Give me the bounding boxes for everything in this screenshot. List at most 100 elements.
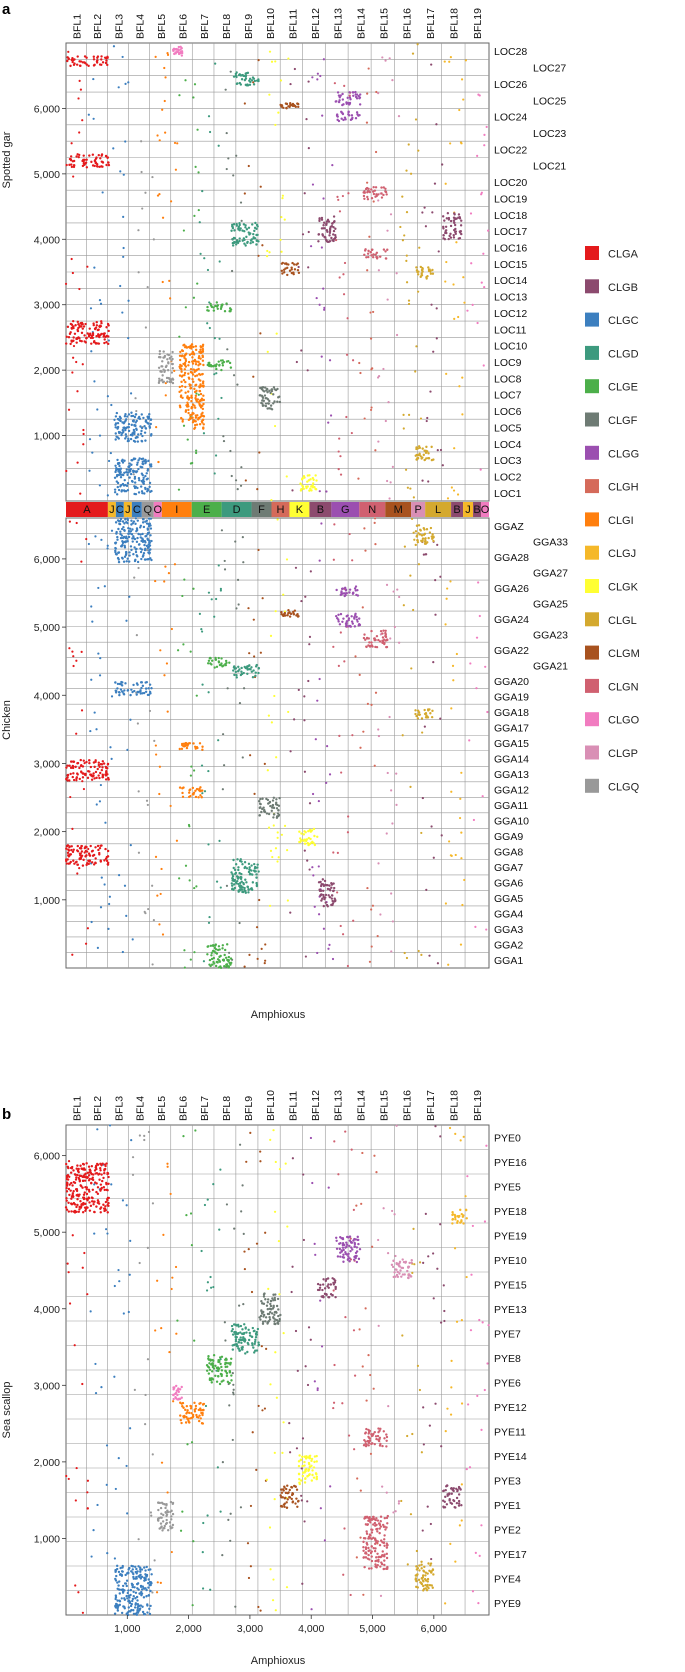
block-point (255, 239, 258, 242)
block-point (127, 429, 131, 433)
block-point (232, 1323, 236, 1326)
block-point (335, 588, 338, 592)
block-point (89, 765, 93, 769)
clg-band-letter: K (296, 504, 304, 516)
y-tick-label: 6,000 (34, 554, 60, 566)
ortholog-point (178, 94, 181, 97)
ortholog-point (136, 722, 139, 725)
block-point (158, 350, 162, 353)
block-point (365, 645, 368, 649)
ortholog-point (124, 82, 127, 86)
ortholog-point (366, 92, 369, 95)
block-point (330, 236, 333, 240)
block-point (78, 857, 81, 861)
block-point (137, 1588, 140, 1591)
ortholog-point (481, 1321, 484, 1324)
block-point (103, 338, 106, 341)
block-point (214, 1374, 217, 1377)
ortholog-point (98, 434, 102, 437)
ortholog-point (430, 1557, 433, 1561)
ortholog-point (110, 403, 113, 407)
block-point (118, 468, 121, 471)
block-point (320, 899, 323, 902)
block-point (179, 406, 182, 409)
block-point (281, 1488, 285, 1491)
ortholog-point (244, 479, 247, 482)
block-point (420, 534, 424, 537)
block-point (416, 270, 419, 274)
block-point (424, 539, 427, 542)
block-point (104, 1200, 108, 1204)
block-point (147, 517, 151, 520)
ortholog-point (405, 210, 409, 214)
block-point (64, 1206, 68, 1209)
ortholog-point (425, 553, 428, 556)
ortholog-point (140, 140, 143, 143)
block-point (202, 398, 206, 402)
block-point (225, 302, 228, 305)
block-point (449, 232, 452, 236)
block-point (331, 239, 334, 242)
ortholog-point (153, 739, 156, 742)
block-point (334, 233, 337, 237)
block-point (105, 326, 108, 329)
block-point (65, 335, 68, 338)
ortholog-point (259, 332, 262, 335)
ortholog-point (195, 885, 198, 888)
block-point (65, 844, 69, 848)
block-point (148, 485, 151, 489)
ortholog-point (386, 771, 389, 775)
block-point (254, 865, 257, 869)
block-point (416, 273, 420, 276)
block-point (160, 1516, 163, 1519)
block-point (247, 891, 250, 894)
block-point (283, 1502, 287, 1505)
block-point (76, 1173, 79, 1177)
block-point (158, 1527, 161, 1530)
block-point (191, 416, 194, 419)
ortholog-point (401, 734, 404, 737)
chromosome-label: GGA2 (494, 940, 523, 952)
block-point (117, 527, 120, 531)
block-point (307, 479, 311, 482)
block-point (119, 1566, 122, 1570)
block-point (141, 434, 144, 438)
block-point (181, 374, 184, 377)
chromosome-label: LOC15 (494, 259, 527, 271)
block-point (232, 858, 235, 862)
ortholog-point (342, 293, 346, 296)
block-point (303, 476, 306, 479)
block-point (186, 1417, 189, 1421)
block-point (131, 414, 135, 418)
block-point (93, 1169, 97, 1172)
block-point (164, 1511, 168, 1514)
block-point (120, 1611, 124, 1615)
block-point (262, 1295, 266, 1298)
block-point (212, 1354, 216, 1357)
block-point (308, 1465, 312, 1469)
block-point (317, 233, 320, 236)
ortholog-point (259, 1609, 262, 1612)
block-point (114, 426, 117, 429)
block-point (147, 1586, 150, 1589)
block-point (134, 1591, 138, 1594)
ortholog-point (377, 92, 380, 95)
ortholog-point (91, 620, 94, 623)
block-point (114, 415, 118, 418)
block-point (96, 56, 99, 59)
ortholog-point (319, 1507, 322, 1510)
block-point (225, 943, 229, 946)
block-point (83, 1179, 87, 1182)
block-point (432, 539, 435, 543)
block-point (82, 1193, 86, 1196)
block-point (428, 268, 431, 271)
block-point (142, 1596, 146, 1599)
ortholog-point (441, 464, 444, 467)
block-point (272, 813, 276, 816)
ortholog-point (107, 459, 111, 463)
block-point (133, 689, 136, 693)
block-point (89, 844, 92, 848)
block-point (254, 870, 257, 873)
block-point (275, 801, 278, 804)
